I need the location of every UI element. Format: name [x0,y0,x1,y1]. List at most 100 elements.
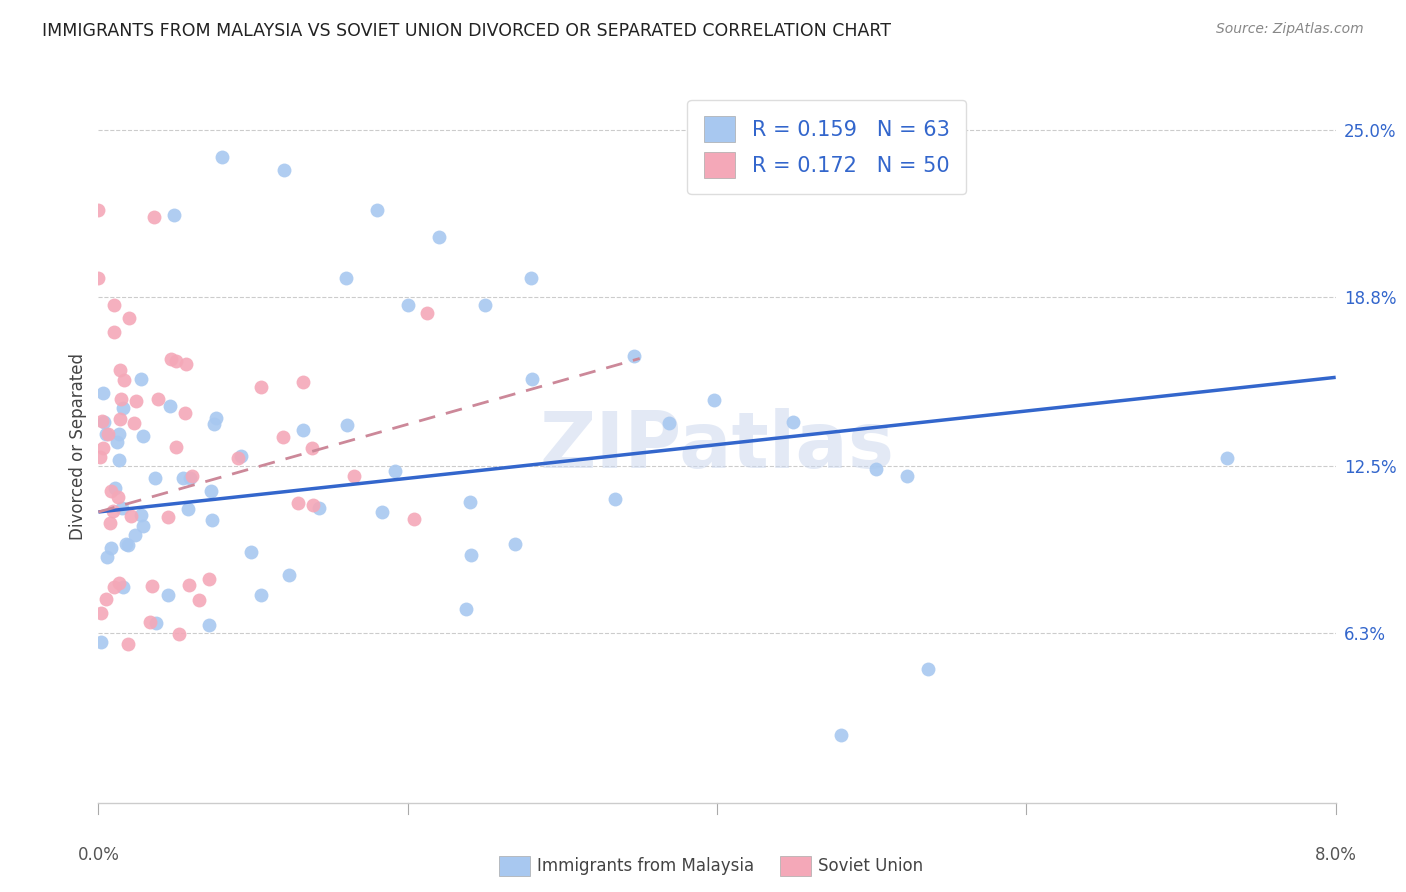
Point [129,508,152,522]
Point [141,579,163,593]
Point [173,406,195,420]
Point [371,506,394,520]
Point [181,469,204,483]
Point [1216,451,1239,466]
Point [108,576,131,591]
Point [132,519,155,533]
Point [782,415,804,429]
Point [505,537,527,551]
Point [160,351,183,366]
Point [239,545,262,559]
Text: 8.0%: 8.0% [1315,846,1357,863]
Point [97,426,120,441]
Text: Source: ZipAtlas.com: Source: ZipAtlas.com [1216,22,1364,37]
Point [896,468,918,483]
Y-axis label: Divorced or Separated: Divorced or Separated [69,352,87,540]
Point [460,549,482,563]
Point [94,427,117,442]
Point [103,580,125,594]
Point [100,483,122,498]
Point [165,440,187,454]
Point [91,386,114,401]
Point [112,580,135,594]
Text: Immigrants from Malaysia: Immigrants from Malaysia [537,857,754,875]
Point [342,469,364,483]
Point [103,482,125,496]
Point [520,270,543,285]
Legend: R = 0.159   N = 63, R = 0.172   N = 50: R = 0.159 N = 63, R = 0.172 N = 50 [688,100,966,194]
Point [179,471,201,485]
Point [336,418,359,433]
Point [172,470,194,484]
Point [96,550,118,565]
Text: IMMIGRANTS FROM MALAYSIA VS SOVIET UNION DIVORCED OR SEPARATED CORRELATION CHART: IMMIGRANTS FROM MALAYSIA VS SOVIET UNION… [42,22,891,40]
Point [427,230,450,244]
Point [271,430,294,444]
Point [301,441,323,455]
Point [415,306,437,320]
Point [112,373,135,387]
Point [90,606,112,620]
Point [201,513,224,527]
Point [703,393,725,408]
Point [159,399,181,413]
Point [108,363,131,377]
Point [103,325,125,339]
Point [384,464,406,478]
Point [107,490,129,504]
Point [277,567,299,582]
Point [623,349,645,363]
Point [366,203,388,218]
Point [120,508,142,523]
Point [90,414,112,428]
Point [98,516,121,530]
Point [117,538,139,552]
Point [287,495,309,509]
Point [105,434,128,449]
Point [292,376,315,390]
Point [94,591,117,606]
Point [132,429,155,443]
Point [108,453,131,467]
Point [198,572,221,586]
Point [174,357,197,371]
Point [226,451,249,466]
Point [404,512,426,526]
Point [474,298,496,312]
Point [100,541,122,555]
Point [198,617,221,632]
Point [142,210,165,224]
Point [520,372,543,386]
Point [177,502,200,516]
Text: Soviet Union: Soviet Union [818,857,924,875]
Point [91,441,114,455]
Point [124,528,146,542]
Point [118,311,141,326]
Point [143,471,166,485]
Point [89,450,111,464]
Point [302,498,325,512]
Point [249,380,271,394]
Point [112,401,135,416]
Point [830,729,852,743]
Point [139,615,162,629]
Point [163,208,186,222]
Point [129,372,152,386]
Point [108,426,131,441]
Point [204,411,226,425]
Point [103,504,125,518]
Point [200,483,222,498]
Point [156,510,179,524]
Point [87,203,110,218]
Point [273,163,295,178]
Point [146,392,169,407]
Point [167,626,190,640]
Point [917,662,939,676]
Point [335,270,357,285]
Point [396,298,419,312]
Point [865,462,887,476]
Point [165,353,187,368]
Point [458,494,481,508]
Point [250,588,273,602]
Point [110,392,132,406]
